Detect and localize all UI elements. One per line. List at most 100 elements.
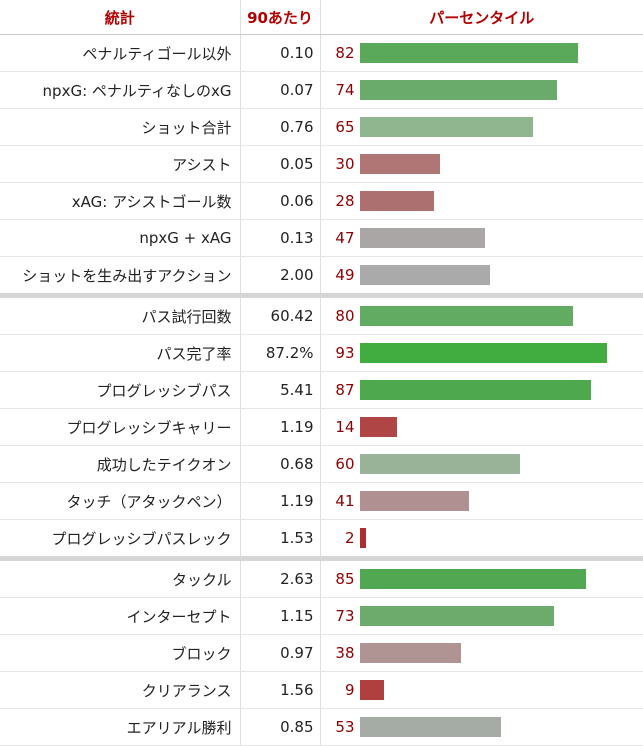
percentile-cell: 60	[320, 445, 643, 483]
per90-value: 0.13	[239, 219, 321, 257]
percentile-label: 73	[335, 607, 355, 625]
percentile-label: 85	[335, 570, 355, 588]
table-row: パス試行回数 60.42 80	[0, 295, 643, 335]
table-row: プログレッシブパス 5.41 87	[0, 371, 643, 409]
header-stat: 統計	[0, 0, 240, 35]
per90-value: 1.53	[239, 519, 321, 561]
per90-value: 60.42	[239, 295, 321, 335]
stat-label: プログレッシブキャリー	[0, 408, 240, 446]
table-row: タックル 2.63 85	[0, 558, 643, 598]
percentile-label: 14	[335, 418, 355, 436]
percentile-cell: 14	[320, 408, 643, 446]
percentile-bar	[359, 528, 366, 548]
percentile-bar	[359, 43, 578, 63]
table-row: プログレッシブパスレック 1.53 2	[0, 519, 643, 561]
percentile-bar	[359, 228, 485, 248]
percentile-bar	[359, 306, 573, 326]
percentile-label: 82	[335, 44, 355, 62]
table-row: npxG: ペナルティなしのxG 0.07 74	[0, 71, 643, 109]
percentile-cell: 85	[320, 558, 643, 598]
percentile-bar	[359, 154, 440, 174]
per90-value: 0.06	[239, 182, 321, 220]
percentile-cell: 38	[320, 634, 643, 672]
per90-value: 0.05	[239, 145, 321, 183]
percentile-label: 38	[335, 644, 355, 662]
table-row: ペナルティゴール以外 0.10 82	[0, 34, 643, 72]
percentile-bar	[359, 606, 554, 626]
percentile-label: 49	[335, 266, 355, 284]
per90-value: 2.00	[239, 256, 321, 298]
per90-value: 0.85	[239, 708, 321, 746]
percentile-cell: 2	[320, 519, 643, 561]
percentile-cell: 47	[320, 219, 643, 257]
table-row: ショットを生み出すアクション 2.00 49	[0, 256, 643, 298]
per90-value: 87.2%	[239, 334, 321, 372]
stat-label: クリアランス	[0, 671, 240, 709]
stat-label: 成功したテイクオン	[0, 445, 240, 483]
table-row: パス完了率 87.2% 93	[0, 334, 643, 372]
table-row: クリアランス 1.56 9	[0, 671, 643, 709]
header-per90: 90あたり	[239, 0, 321, 35]
percentile-bar	[359, 343, 607, 363]
table-row: 成功したテイクオン 0.68 60	[0, 445, 643, 483]
stat-label: パス完了率	[0, 334, 240, 372]
percentile-label: 2	[344, 529, 355, 547]
per90-value: 0.76	[239, 108, 321, 146]
percentile-label: 53	[335, 718, 355, 736]
percentile-bar	[359, 569, 586, 589]
percentile-bar	[359, 680, 384, 700]
stat-label: npxG + xAG	[0, 219, 240, 257]
percentile-cell: 73	[320, 597, 643, 635]
table-row: npxG + xAG 0.13 47	[0, 219, 643, 257]
percentile-cell: 82	[320, 34, 643, 72]
percentile-bar	[359, 491, 469, 511]
percentile-label: 30	[335, 155, 355, 173]
table-row: ブロック 0.97 38	[0, 634, 643, 672]
per90-value: 0.07	[239, 71, 321, 109]
percentile-label: 47	[335, 229, 355, 247]
stat-label: アシスト	[0, 145, 240, 183]
stat-label: ブロック	[0, 634, 240, 672]
percentile-label: 74	[335, 81, 355, 99]
table-row: エアリアル勝利 0.85 53	[0, 708, 643, 746]
percentile-bar	[359, 191, 434, 211]
header-row: 統計 90あたり パーセンタイル	[0, 0, 643, 35]
per90-value: 0.10	[239, 34, 321, 72]
percentile-label: 80	[335, 307, 355, 325]
percentile-label: 93	[335, 344, 355, 362]
per90-value: 1.56	[239, 671, 321, 709]
percentile-bar	[359, 417, 397, 437]
stat-label: パス試行回数	[0, 295, 240, 335]
percentile-cell: 87	[320, 371, 643, 409]
percentile-cell: 80	[320, 295, 643, 335]
table-body: ペナルティゴール以外 0.10 82 npxG: ペナルティなしのxG 0.07 74 ショ…	[0, 34, 643, 746]
table-row: インターセプト 1.15 73	[0, 597, 643, 635]
percentile-bar	[359, 643, 461, 663]
percentile-cell: 49	[320, 256, 643, 298]
stat-label: xAG: アシストゴール数	[0, 182, 240, 220]
per90-value: 1.15	[239, 597, 321, 635]
stat-label: タックル	[0, 558, 240, 598]
stat-label: エアリアル勝利	[0, 708, 240, 746]
percentile-label: 65	[335, 118, 355, 136]
percentile-label: 41	[335, 492, 355, 510]
stat-label: プログレッシブパス	[0, 371, 240, 409]
percentile-cell: 41	[320, 482, 643, 520]
percentile-bar	[359, 380, 591, 400]
stat-label: インターセプト	[0, 597, 240, 635]
per90-value: 0.97	[239, 634, 321, 672]
percentile-bar	[359, 117, 533, 137]
percentile-label: 28	[335, 192, 355, 210]
percentile-label: 9	[344, 681, 355, 699]
percentile-bar	[359, 265, 490, 285]
stat-label: ペナルティゴール以外	[0, 34, 240, 72]
stat-label: npxG: ペナルティなしのxG	[0, 71, 240, 109]
per90-value: 0.68	[239, 445, 321, 483]
stat-label: ショット合計	[0, 108, 240, 146]
percentile-cell: 28	[320, 182, 643, 220]
per90-value: 1.19	[239, 408, 321, 446]
table-row: アシスト 0.05 30	[0, 145, 643, 183]
table-row: プログレッシブキャリー 1.19 14	[0, 408, 643, 446]
per90-value: 5.41	[239, 371, 321, 409]
stat-label: プログレッシブパスレック	[0, 519, 240, 561]
